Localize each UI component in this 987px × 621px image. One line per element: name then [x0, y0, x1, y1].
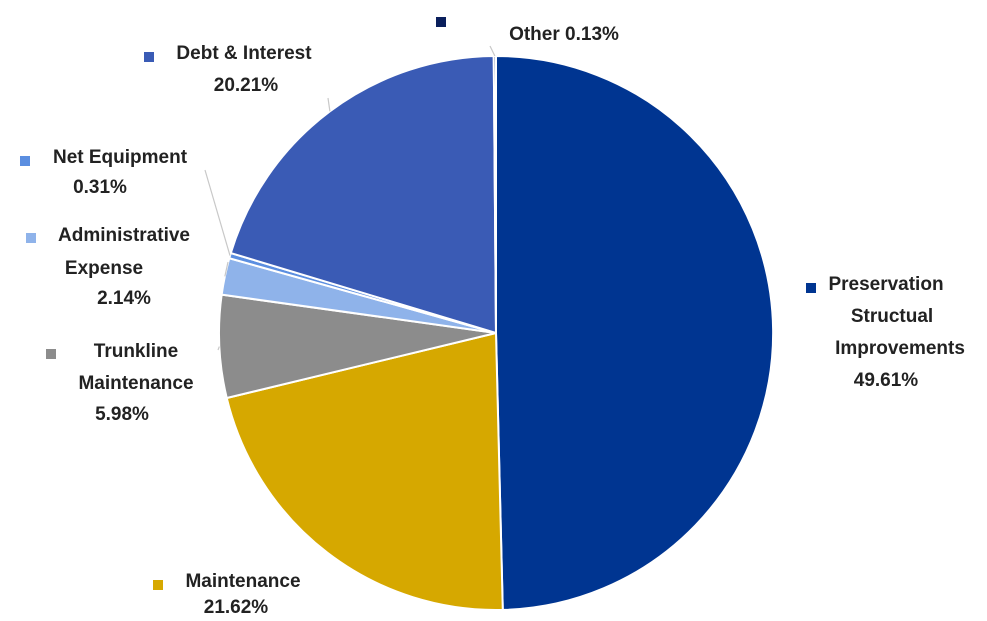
pie-slice-maintenance: [225, 331, 504, 611]
legend-marker-trunkline-maintenance: [46, 349, 56, 359]
slice-label-trunkline-maintenance: Trunkline Maintenance 5.98%: [46, 341, 194, 425]
labels-layer: Preservation Structual Improvements 49.61% M…: [20, 17, 965, 618]
slice-percent-trunkline-maintenance: 5.98%: [95, 404, 149, 425]
slice-label-debt-and-interest: Debt & Interest 20.21%: [144, 43, 312, 96]
slice-label-text-preservation-structual-improvements-0: Preservation: [828, 274, 943, 295]
leader-line-administrative-expense: [224, 261, 229, 277]
slice-label-other: Other 0.13%: [436, 17, 619, 45]
slice-label-text-maintenance-0: Maintenance: [185, 571, 300, 592]
leader-line-debt-and-interest: [327, 97, 331, 112]
slice-label-net-equipment: Net Equipment 0.31%: [20, 147, 188, 198]
slices-layer: [218, 54, 775, 611]
leader-line-other: [489, 45, 496, 57]
slice-label-text-trunkline-maintenance-1: Maintenance: [78, 373, 193, 394]
slice-label-text-debt-and-interest-0: Debt & Interest: [176, 43, 312, 64]
slice-percent-net-equipment: 0.31%: [73, 177, 127, 198]
pie-slice-preservation-structual-improvements: [495, 54, 775, 611]
slice-percent-administrative-expense: 2.14%: [97, 288, 151, 309]
slice-label-preservation-structual-improvements: Preservation Structual Improvements 49.61%: [806, 274, 965, 391]
pie-slice-other: [492, 54, 497, 334]
slice-percent-preservation-structual-improvements: 49.61%: [854, 370, 919, 391]
slice-label-text-net-equipment-0: Net Equipment: [53, 147, 188, 168]
leader-line-net-equipment: [204, 169, 231, 256]
leaders-layer: [204, 45, 496, 351]
slice-label-text-other-0: Other 0.13%: [509, 24, 619, 45]
slice-label-text-preservation-structual-improvements-1: Structual: [851, 306, 933, 327]
slice-label-text-trunkline-maintenance-0: Trunkline: [94, 341, 178, 362]
legend-marker-net-equipment: [20, 156, 30, 166]
slice-label-administrative-expense: Administrative Expense 2.14%: [26, 225, 190, 309]
legend-marker-debt-and-interest: [144, 52, 154, 62]
leader-line-trunkline-maintenance: [217, 346, 220, 351]
pie-slice-debt-and-interest: [229, 55, 498, 335]
slice-label-maintenance: Maintenance 21.62%: [153, 571, 301, 618]
legend-marker-preservation-structual-improvements: [806, 283, 816, 293]
slice-percent-maintenance: 21.62%: [204, 597, 269, 618]
legend-marker-maintenance: [153, 580, 163, 590]
slice-label-text-preservation-structual-improvements-2: Improvements: [835, 338, 965, 359]
legend-marker-other: [436, 17, 446, 27]
legend-marker-administrative-expense: [26, 233, 36, 243]
slice-label-text-administrative-expense-1: Expense: [65, 258, 143, 279]
slice-label-text-administrative-expense-0: Administrative: [58, 225, 190, 246]
slice-percent-debt-and-interest: 20.21%: [214, 75, 279, 96]
